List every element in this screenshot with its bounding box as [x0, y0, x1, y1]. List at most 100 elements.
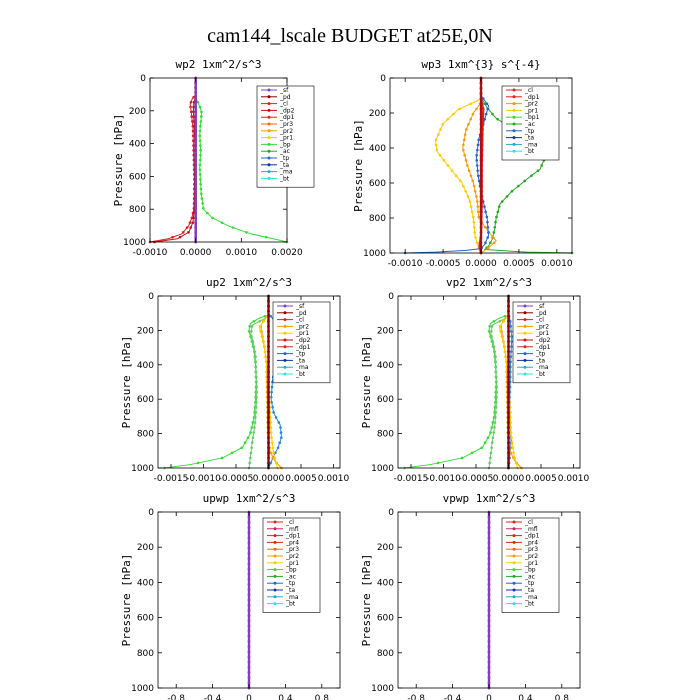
data-point: [194, 168, 197, 171]
legend-entry: _pd: [517, 310, 547, 317]
data-point: [171, 235, 174, 239]
legend-marker: [283, 372, 287, 376]
data-point: [269, 431, 273, 434]
data-point: [462, 143, 465, 147]
data-point: [252, 319, 256, 323]
legend-marker: [512, 95, 516, 99]
data-point: [507, 350, 510, 353]
x-tick-label: 0.0000: [493, 474, 525, 484]
legend-label: _bt: [524, 601, 535, 608]
legend: _cl_mfl_dp1_pr4_pr3_pr2_pr1_bp_ac_tp_ta_…: [262, 517, 321, 613]
data-point: [267, 350, 270, 353]
y-tick-label: 600: [129, 172, 146, 182]
data-point: [434, 143, 438, 147]
legend-entry: _pr1: [277, 330, 309, 337]
data-point: [479, 205, 483, 208]
data-point: [278, 441, 282, 445]
data-point: [267, 441, 270, 445]
data-point: [479, 215, 483, 219]
data-point: [267, 395, 270, 399]
data-point: [507, 309, 510, 313]
data-point: [475, 241, 479, 245]
data-point: [194, 81, 197, 85]
data-point: [454, 174, 458, 178]
data-point: [267, 390, 270, 394]
data-point: [247, 330, 251, 333]
data-point: [194, 100, 197, 104]
legend-entry: _ac: [267, 573, 296, 580]
x-tick-label: 0.0010: [318, 474, 350, 484]
data-point: [507, 395, 510, 399]
legend-marker: [273, 554, 277, 558]
legend-label: _dp1: [524, 94, 540, 101]
data-point: [231, 226, 235, 229]
data-point: [479, 123, 483, 126]
y-axis-label: Pressure [hPa]: [360, 554, 373, 647]
data-point: [487, 521, 491, 524]
legend-marker: [273, 595, 277, 599]
data-point: [507, 390, 510, 394]
y-tick-label: 1000: [371, 684, 394, 694]
data-point: [267, 365, 270, 369]
legend-label: _dp1: [535, 344, 551, 351]
data-point: [194, 134, 197, 138]
data-point: [269, 461, 272, 465]
data-point: [507, 411, 510, 414]
legend-entry: _bt: [506, 148, 535, 155]
data-point: [512, 451, 515, 455]
data-point: [511, 446, 515, 450]
legend-entry: _sf: [277, 303, 305, 310]
figure-title: cam144_lscale BUDGET at25E,0N: [207, 25, 493, 47]
legend-marker: [267, 176, 271, 180]
data-point: [194, 149, 197, 152]
data-point: [483, 225, 487, 229]
data-point: [267, 340, 270, 343]
y-tick-label: 0: [140, 74, 146, 84]
data-point: [253, 350, 257, 353]
data-point: [490, 325, 494, 328]
data-point: [507, 405, 510, 409]
legend-marker: [512, 115, 516, 119]
data-point: [254, 365, 258, 369]
data-point: [199, 192, 203, 196]
legend-marker: [512, 520, 516, 524]
data-point: [267, 299, 270, 303]
data-point: [467, 123, 470, 126]
data-point: [452, 112, 455, 116]
legend-marker: [523, 352, 527, 356]
legend-marker: [512, 547, 516, 551]
data-point: [469, 174, 473, 178]
data-point: [194, 144, 197, 147]
y-tick-label: 1000: [131, 684, 154, 694]
legend-label: _mfl: [524, 526, 538, 533]
legend-entry: _cl: [506, 87, 533, 94]
y-tick-label: 400: [129, 140, 146, 150]
data-point: [513, 456, 517, 460]
data-point: [190, 115, 194, 118]
panel-title: upwp 1xm^2/s^3: [203, 492, 296, 505]
data-point: [259, 330, 262, 333]
data-point: [487, 640, 491, 643]
y-tick-label: 1000: [123, 238, 146, 248]
panel-wp3: wp3 1xm^{3} s^{-4} Pressure [hPa] 0 200 400 6…: [352, 58, 574, 269]
data-point: [265, 360, 268, 364]
legend-label: _pr1: [295, 330, 309, 337]
series-dp1: [403, 294, 510, 470]
legend-label: _pr1: [535, 330, 549, 337]
data-point: [270, 441, 274, 445]
y-tick-label: 400: [377, 578, 394, 588]
legend-entry: _tp: [261, 155, 289, 162]
legend-label: _ma: [279, 169, 293, 176]
data-point: [189, 226, 193, 229]
y-tick-label: 400: [377, 361, 394, 371]
x-tick-label: -0.4: [204, 694, 222, 700]
legend-label: _sf: [535, 303, 545, 310]
data-point: [191, 221, 195, 225]
data-point: [240, 446, 244, 450]
data-point: [479, 220, 483, 224]
data-point: [509, 451, 513, 455]
legend-entry: _ta: [517, 357, 545, 364]
legend-marker: [267, 122, 271, 126]
data-point: [199, 153, 202, 157]
data-point: [498, 319, 502, 323]
